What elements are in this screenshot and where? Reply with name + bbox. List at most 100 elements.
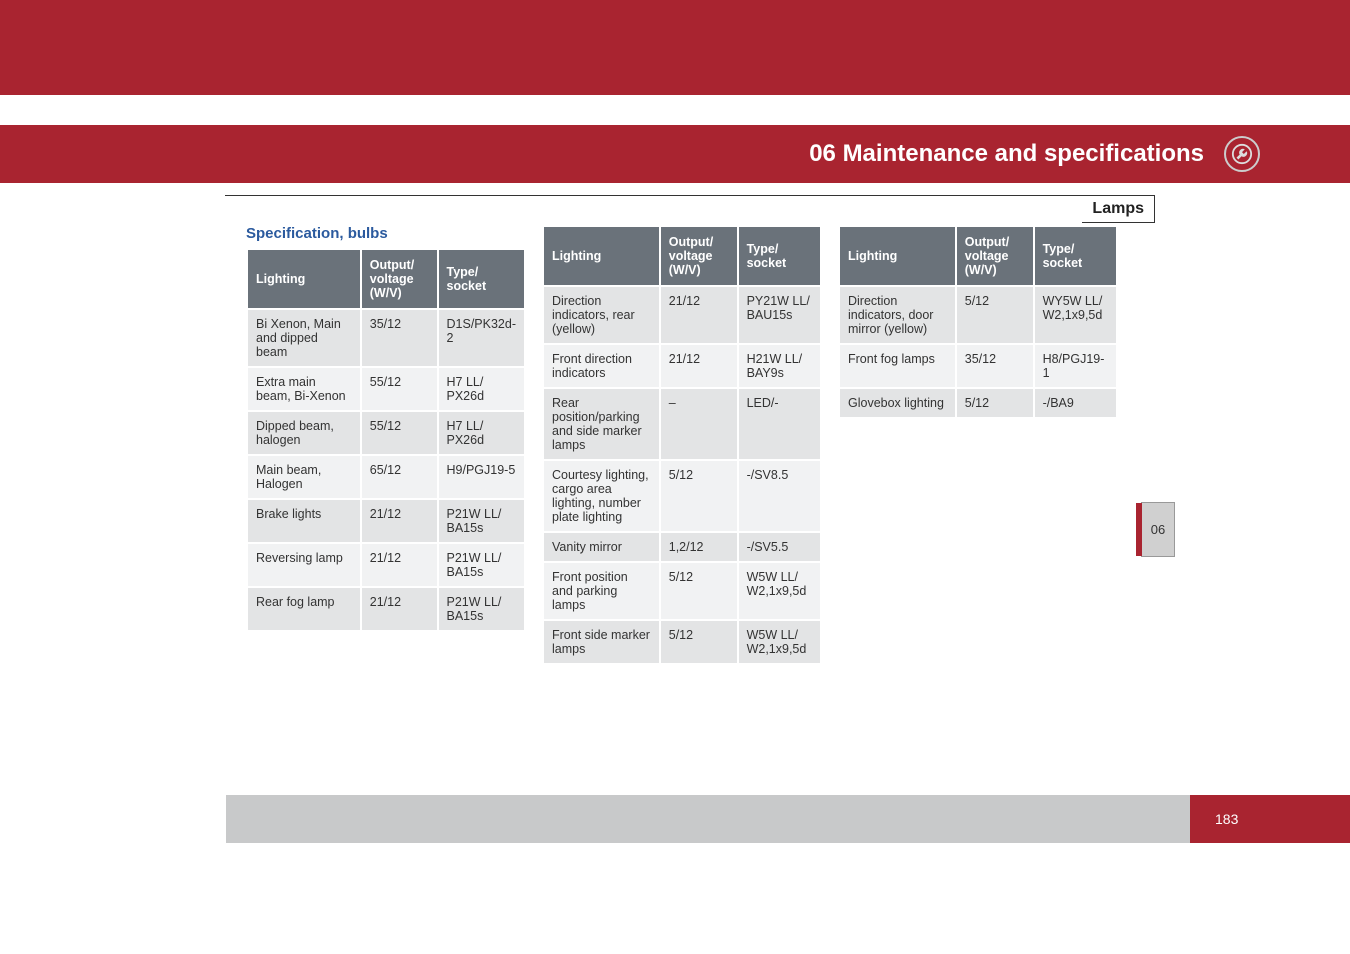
cell-type: PY21W LL/ BAU15s <box>738 286 821 344</box>
wrench-icon <box>1224 136 1260 172</box>
cell-lighting: Dipped beam, halogen <box>247 411 361 455</box>
cell-type: H8/PGJ19-1 <box>1034 344 1117 388</box>
cell-lighting: Front fog lamps <box>839 344 956 388</box>
table-row: Glovebox lighting5/12-/BA9 <box>839 388 1117 418</box>
cell-lighting: Direction indicators, rear (yellow) <box>543 286 660 344</box>
cell-output: 35/12 <box>361 309 438 367</box>
cell-lighting: Rear position/parking and side marker la… <box>543 388 660 460</box>
cell-output: 55/12 <box>361 367 438 411</box>
cell-output: 5/12 <box>660 460 738 532</box>
footer-left-white <box>0 795 226 843</box>
cell-output: 21/12 <box>660 344 738 388</box>
cell-output: 21/12 <box>361 543 438 587</box>
footer-bar: 183 <box>0 795 1350 843</box>
cell-type: LED/- <box>738 388 821 460</box>
cell-lighting: Glovebox lighting <box>839 388 956 418</box>
cell-lighting: Bi Xenon, Main and dipped beam <box>247 309 361 367</box>
cell-lighting: Front position and parking lamps <box>543 562 660 620</box>
cell-type: W5W LL/ W2,1x9,5d <box>738 562 821 620</box>
cell-lighting: Main beam, Halogen <box>247 455 361 499</box>
cell-type: H7 LL/ PX26d <box>438 411 526 455</box>
col-output: Output/ voltage (W/V) <box>361 249 438 309</box>
cell-lighting: Extra main beam, Bi-Xenon <box>247 367 361 411</box>
table-row: Courtesy lighting, cargo area lighting, … <box>543 460 821 532</box>
table-row: Direction indicators, door mirror (yello… <box>839 286 1117 344</box>
table-column-2: Lighting Output/ voltage (W/V) Type/ soc… <box>542 225 822 665</box>
table-row: Front fog lamps35/12H8/PGJ19-1 <box>839 344 1117 388</box>
col-output: Output/ voltage (W/V) <box>660 226 738 286</box>
col-lighting: Lighting <box>839 226 956 286</box>
table-row: Front direction indicators21/12H21W LL/ … <box>543 344 821 388</box>
cell-output: 5/12 <box>956 388 1034 418</box>
cell-output: 55/12 <box>361 411 438 455</box>
col-type: Type/ socket <box>1034 226 1117 286</box>
content-area: Specification, bulbs Lighting Output/ vo… <box>246 225 1146 665</box>
footer-page-number: 183 <box>1190 795 1350 843</box>
col-type: Type/ socket <box>738 226 821 286</box>
cell-output: 35/12 <box>956 344 1034 388</box>
cell-output: 21/12 <box>361 499 438 543</box>
cell-lighting: Rear fog lamp <box>247 587 361 631</box>
cell-lighting: Vanity mirror <box>543 532 660 562</box>
table-row: Rear fog lamp21/12P21W LL/ BA15s <box>247 587 525 631</box>
table-header-row: Lighting Output/ voltage (W/V) Type/ soc… <box>247 249 525 309</box>
cell-type: WY5W LL/ W2,1x9,5d <box>1034 286 1117 344</box>
table-row: Front side marker lamps5/12W5W LL/ W2,1x… <box>543 620 821 664</box>
col-lighting: Lighting <box>543 226 660 286</box>
table-row: Brake lights21/12P21W LL/ BA15s <box>247 499 525 543</box>
section-label: Lamps <box>1082 195 1155 223</box>
cell-type: W5W LL/ W2,1x9,5d <box>738 620 821 664</box>
cell-output: 21/12 <box>660 286 738 344</box>
table-body-2: Direction indicators, rear (yellow)21/12… <box>543 286 821 664</box>
table-column-1: Specification, bulbs Lighting Output/ vo… <box>246 225 526 632</box>
bulb-spec-table-2: Lighting Output/ voltage (W/V) Type/ soc… <box>542 225 822 665</box>
table-row: Rear position/parking and side marker la… <box>543 388 821 460</box>
cell-type: H9/PGJ19-5 <box>438 455 526 499</box>
cell-type: P21W LL/ BA15s <box>438 587 526 631</box>
spec-title: Specification, bulbs <box>246 225 526 242</box>
footer-mid-grey <box>226 795 1190 843</box>
cell-output: 5/12 <box>956 286 1034 344</box>
col-output: Output/ voltage (W/V) <box>956 226 1034 286</box>
table-row: Bi Xenon, Main and dipped beam35/12D1S/P… <box>247 309 525 367</box>
cell-type: H21W LL/ BAY9s <box>738 344 821 388</box>
table-row: Vanity mirror1,2/12-/SV5.5 <box>543 532 821 562</box>
table-row: Direction indicators, rear (yellow)21/12… <box>543 286 821 344</box>
subheader-rule <box>225 195 1145 196</box>
table-row: Dipped beam, halogen55/12H7 LL/ PX26d <box>247 411 525 455</box>
cell-type: P21W LL/ BA15s <box>438 543 526 587</box>
top-red-bar <box>0 0 1350 95</box>
table-header-row: Lighting Output/ voltage (W/V) Type/ soc… <box>543 226 821 286</box>
cell-lighting: Courtesy lighting, cargo area lighting, … <box>543 460 660 532</box>
cell-output: 5/12 <box>660 562 738 620</box>
chapter-header-band: 06 Maintenance and specifications <box>0 125 1350 183</box>
table-body-3: Direction indicators, door mirror (yello… <box>839 286 1117 418</box>
cell-type: H7 LL/ PX26d <box>438 367 526 411</box>
table-row: Extra main beam, Bi-Xenon55/12H7 LL/ PX2… <box>247 367 525 411</box>
cell-lighting: Brake lights <box>247 499 361 543</box>
cell-lighting: Front side marker lamps <box>543 620 660 664</box>
bulb-spec-table-3: Lighting Output/ voltage (W/V) Type/ soc… <box>838 225 1118 419</box>
chapter-side-tab: 06 <box>1141 502 1175 557</box>
bulb-spec-table-1: Lighting Output/ voltage (W/V) Type/ soc… <box>246 248 526 632</box>
table-row: Main beam, Halogen65/12H9/PGJ19-5 <box>247 455 525 499</box>
cell-lighting: Reversing lamp <box>247 543 361 587</box>
cell-type: -/BA9 <box>1034 388 1117 418</box>
table-column-3: Lighting Output/ voltage (W/V) Type/ soc… <box>838 225 1118 419</box>
cell-type: -/SV5.5 <box>738 532 821 562</box>
cell-output: 1,2/12 <box>660 532 738 562</box>
cell-type: P21W LL/ BA15s <box>438 499 526 543</box>
table-row: Front position and parking lamps5/12W5W … <box>543 562 821 620</box>
cell-output: 65/12 <box>361 455 438 499</box>
cell-output: – <box>660 388 738 460</box>
cell-type: -/SV8.5 <box>738 460 821 532</box>
chapter-title: 06 Maintenance and specifications <box>809 140 1204 168</box>
col-type: Type/ socket <box>438 249 526 309</box>
table-row: Reversing lamp21/12P21W LL/ BA15s <box>247 543 525 587</box>
cell-lighting: Direction indicators, door mirror (yello… <box>839 286 956 344</box>
cell-lighting: Front direction indicators <box>543 344 660 388</box>
cell-output: 21/12 <box>361 587 438 631</box>
cell-type: D1S/PK32d-2 <box>438 309 526 367</box>
col-lighting: Lighting <box>247 249 361 309</box>
table-body-1: Bi Xenon, Main and dipped beam35/12D1S/P… <box>247 309 525 631</box>
